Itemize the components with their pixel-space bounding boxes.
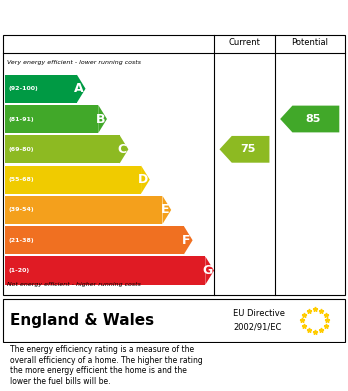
Polygon shape — [77, 75, 86, 103]
Polygon shape — [205, 256, 214, 285]
Text: (21-38): (21-38) — [9, 238, 34, 243]
Bar — [5, 165, 141, 194]
Text: Not energy efficient - higher running costs: Not energy efficient - higher running co… — [7, 282, 141, 287]
Text: Potential: Potential — [291, 38, 328, 47]
Polygon shape — [163, 196, 171, 224]
Text: (81-91): (81-91) — [9, 117, 34, 122]
Text: The energy efficiency rating is a measure of the
overall efficiency of a home. T: The energy efficiency rating is a measur… — [10, 345, 203, 386]
Text: Energy Efficiency Rating: Energy Efficiency Rating — [60, 7, 288, 25]
Polygon shape — [280, 106, 339, 133]
Text: England & Wales: England & Wales — [10, 313, 155, 328]
Text: (92-100): (92-100) — [9, 86, 38, 91]
Text: E: E — [161, 203, 169, 217]
Text: D: D — [138, 173, 148, 186]
Bar — [5, 105, 98, 133]
Text: A: A — [74, 82, 84, 95]
Polygon shape — [98, 105, 107, 133]
Bar — [5, 256, 205, 285]
Text: Current: Current — [229, 38, 260, 47]
Text: G: G — [202, 264, 212, 277]
Bar — [5, 75, 77, 103]
Bar — [5, 196, 163, 224]
Text: Very energy efficient - lower running costs: Very energy efficient - lower running co… — [7, 60, 141, 65]
Text: C: C — [118, 143, 127, 156]
Polygon shape — [141, 165, 150, 194]
Bar — [5, 226, 184, 254]
Text: (55-68): (55-68) — [9, 177, 34, 182]
Text: (1-20): (1-20) — [9, 268, 30, 273]
Text: 2002/91/EC: 2002/91/EC — [233, 323, 282, 332]
Polygon shape — [220, 136, 269, 163]
Text: (69-80): (69-80) — [9, 147, 34, 152]
Polygon shape — [120, 135, 128, 163]
Text: 85: 85 — [306, 114, 321, 124]
Text: EU Directive: EU Directive — [233, 309, 285, 318]
Text: (39-54): (39-54) — [9, 208, 34, 212]
Text: 75: 75 — [240, 144, 256, 154]
Bar — [5, 135, 120, 163]
Text: F: F — [182, 234, 191, 247]
Text: B: B — [96, 113, 105, 126]
Polygon shape — [184, 226, 192, 254]
